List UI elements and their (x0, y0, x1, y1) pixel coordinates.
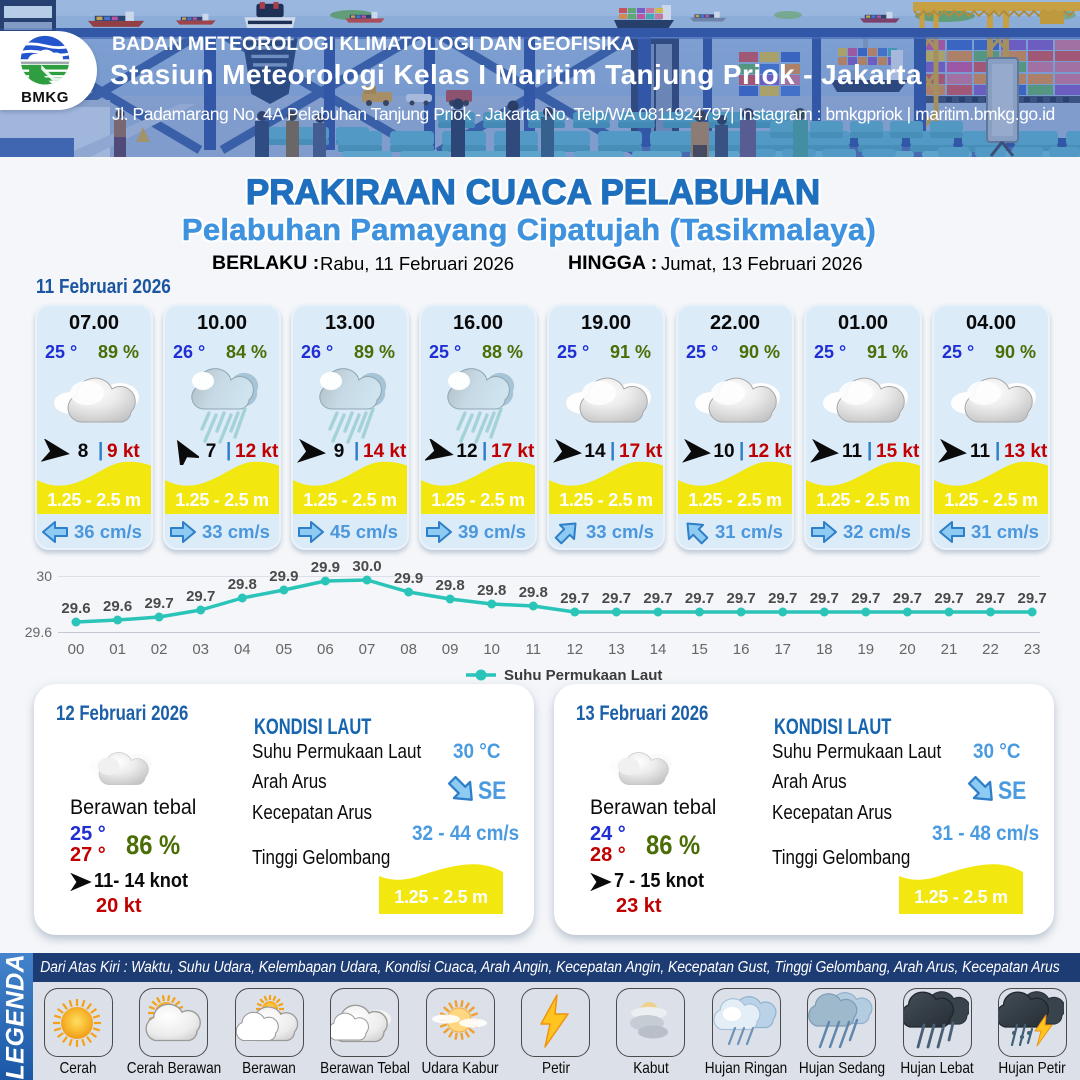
svg-text:18: 18 (816, 641, 833, 658)
svg-text:22: 22 (982, 641, 999, 658)
svg-text:29.7: 29.7 (643, 590, 672, 607)
svg-text:12: 12 (566, 641, 583, 658)
svg-text:07: 07 (359, 641, 376, 658)
svg-text:29.6: 29.6 (103, 598, 132, 615)
svg-text:29.7: 29.7 (602, 590, 631, 607)
svg-text:23: 23 (1024, 641, 1041, 658)
svg-text:29.6: 29.6 (61, 600, 90, 617)
svg-text:29.7: 29.7 (851, 590, 880, 607)
svg-text:29.7: 29.7 (685, 590, 714, 607)
svg-text:14: 14 (650, 641, 667, 658)
svg-text:30: 30 (36, 568, 52, 584)
svg-text:29.9: 29.9 (394, 570, 423, 587)
svg-text:00: 00 (68, 641, 85, 658)
svg-text:06: 06 (317, 641, 334, 658)
svg-text:19: 19 (857, 641, 874, 658)
svg-text:21: 21 (941, 641, 958, 658)
svg-text:29.7: 29.7 (893, 590, 922, 607)
svg-text:16: 16 (733, 641, 750, 658)
svg-text:29.7: 29.7 (768, 590, 797, 607)
svg-text:29.8: 29.8 (228, 576, 257, 593)
svg-text:29.9: 29.9 (311, 559, 340, 576)
svg-text:15: 15 (691, 641, 708, 658)
svg-text:03: 03 (192, 641, 209, 658)
svg-text:29.9: 29.9 (269, 568, 298, 585)
svg-text:30.0: 30.0 (352, 558, 381, 575)
svg-text:09: 09 (442, 641, 459, 658)
svg-text:29.8: 29.8 (435, 577, 464, 594)
svg-text:20: 20 (899, 641, 916, 658)
svg-text:02: 02 (151, 641, 168, 658)
svg-text:10: 10 (483, 641, 500, 658)
svg-text:29.8: 29.8 (519, 584, 548, 601)
svg-text:29.8: 29.8 (477, 582, 506, 599)
svg-text:29.7: 29.7 (186, 588, 215, 605)
svg-text:01: 01 (109, 641, 126, 658)
svg-text:29.7: 29.7 (144, 595, 173, 612)
svg-text:29.7: 29.7 (810, 590, 839, 607)
svg-text:29.7: 29.7 (726, 590, 755, 607)
svg-text:08: 08 (400, 641, 417, 658)
svg-text:29.7: 29.7 (934, 590, 963, 607)
svg-text:29.7: 29.7 (976, 590, 1005, 607)
svg-text:11: 11 (526, 641, 542, 658)
svg-text:Suhu Permukaan Laut: Suhu Permukaan Laut (504, 667, 662, 684)
svg-text:17: 17 (774, 641, 791, 658)
svg-text:29.6: 29.6 (25, 624, 52, 640)
svg-text:04: 04 (234, 641, 251, 658)
svg-text:05: 05 (276, 641, 293, 658)
svg-text:29.7: 29.7 (560, 590, 589, 607)
svg-text:13: 13 (608, 641, 625, 658)
svg-text:29.7: 29.7 (1017, 590, 1046, 607)
